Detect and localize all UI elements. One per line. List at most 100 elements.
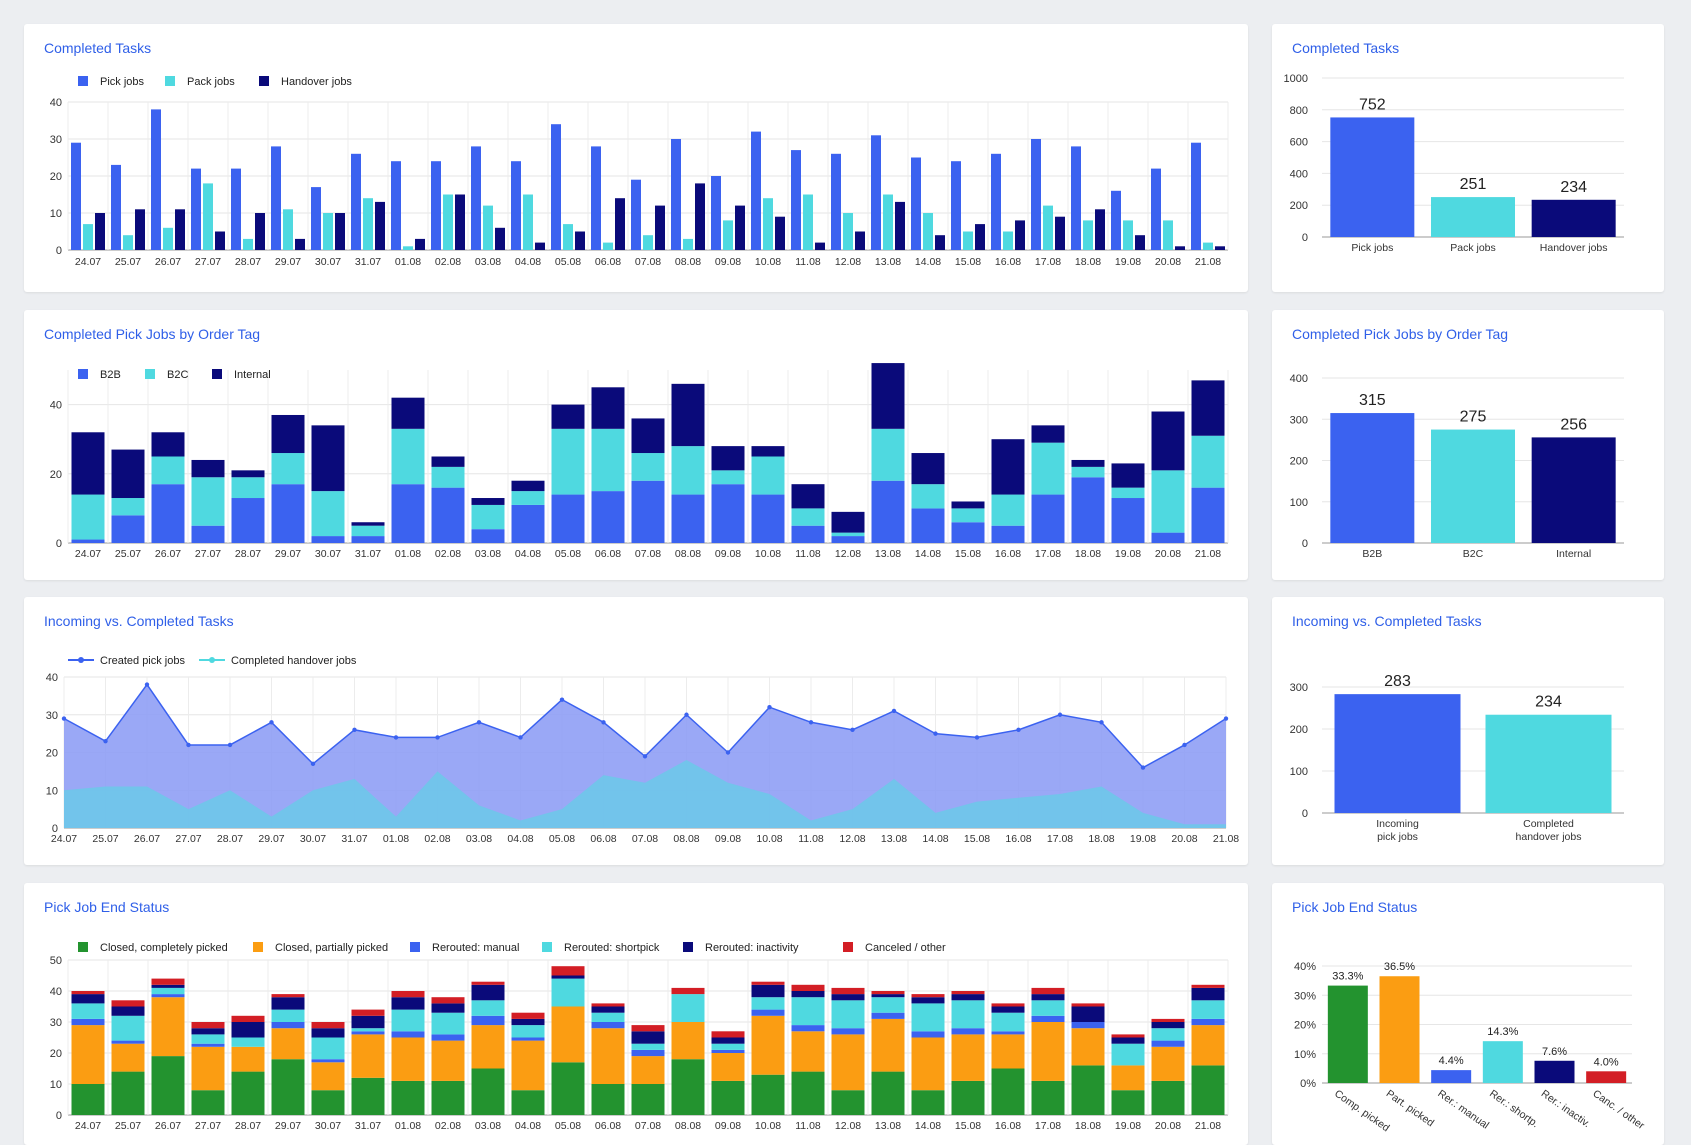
panel-title: Completed Pick Jobs by Order Tag — [44, 326, 261, 342]
y-tick-label: 400 — [1290, 373, 1308, 385]
data-point — [933, 731, 938, 736]
bar-segment — [631, 453, 665, 481]
x-tick-label: 08.08 — [675, 1120, 701, 1132]
x-tick-label: 21.08 — [1195, 256, 1221, 268]
bar-segment — [71, 1018, 105, 1026]
bar-segment — [471, 504, 505, 530]
x-tick-label: 07.08 — [635, 548, 661, 560]
bar-segment — [471, 498, 505, 505]
legend-label: Rerouted: shortpick — [564, 942, 660, 954]
x-tick-label: 06.08 — [595, 256, 621, 268]
bar — [255, 213, 265, 250]
bar — [495, 227, 505, 250]
bar-segment — [1031, 1000, 1065, 1016]
x-tick-label: 10.08 — [755, 256, 781, 268]
bar-segment — [1111, 487, 1145, 499]
x-tick-label: 16.08 — [995, 1120, 1021, 1132]
data-label: 251 — [1460, 176, 1487, 193]
bar-segment — [191, 459, 225, 478]
x-tick-label: Pick jobs — [1351, 242, 1393, 254]
legend-label: Handover jobs — [281, 76, 352, 88]
y-tick-label: 100 — [1290, 766, 1308, 778]
panel-title: Incoming vs. Completed Tasks — [1292, 613, 1482, 629]
bar-segment — [591, 491, 625, 543]
bar-segment — [591, 1022, 625, 1029]
y-tick-label: 10 — [46, 785, 58, 797]
bar-segment — [711, 1043, 745, 1050]
y-tick-label: 0 — [56, 538, 62, 550]
bar — [323, 213, 333, 250]
legend-label: Rerouted: manual — [432, 942, 519, 954]
x-tick-label: 30.07 — [315, 548, 341, 560]
x-tick-label: 28.07 — [235, 256, 261, 268]
x-tick-label: Internal — [1556, 548, 1591, 560]
legend-label: Pick jobs — [100, 76, 145, 88]
bar-segment — [151, 987, 185, 995]
x-tick-label: 02.08 — [435, 1120, 461, 1132]
bar-segment — [351, 1015, 385, 1029]
bar-segment — [991, 1068, 1025, 1115]
x-tick-label: 21.08 — [1195, 548, 1221, 560]
x-tick-label: 04.08 — [507, 833, 533, 845]
bar-segment — [911, 994, 945, 998]
x-tick-label: 15.08 — [955, 1120, 981, 1132]
x-tick-label: 25.07 — [115, 1120, 141, 1132]
x-tick-label: 18.08 — [1088, 833, 1114, 845]
bar-segment — [631, 480, 665, 543]
bar-segment — [231, 498, 265, 543]
bar — [1083, 220, 1093, 250]
data-point — [684, 712, 689, 717]
bar — [163, 227, 173, 250]
y-tick-label: 300 — [1290, 414, 1308, 426]
bar-segment — [271, 484, 305, 543]
bar-segment — [231, 1046, 265, 1072]
data-point — [642, 754, 648, 759]
bar-segment — [191, 477, 225, 526]
bar-segment — [1191, 1018, 1225, 1026]
bar-segment — [871, 991, 905, 995]
bar-segment — [951, 508, 985, 523]
bar-segment — [471, 1015, 505, 1026]
data-point — [601, 720, 606, 725]
x-tick-label: 16.08 — [995, 256, 1021, 268]
bar — [803, 194, 813, 250]
bar-segment — [911, 508, 945, 543]
data-point — [103, 738, 108, 744]
bar — [95, 213, 105, 250]
bar-segment — [511, 504, 545, 543]
bar — [723, 220, 733, 250]
x-tick-label: 14.08 — [915, 1120, 941, 1132]
bar-segment — [1031, 994, 1065, 1001]
x-tick-label: 16.08 — [995, 548, 1021, 560]
bar-segment — [111, 1006, 145, 1016]
bar — [523, 194, 533, 250]
bar — [923, 213, 933, 250]
bar-segment — [471, 984, 505, 1001]
data-point — [1099, 720, 1104, 725]
data-point — [186, 742, 191, 748]
y-tick-label: 400 — [1290, 168, 1308, 180]
bar-segment — [751, 1009, 785, 1016]
bar-segment — [391, 397, 425, 429]
y-tick-label: 0 — [56, 245, 62, 257]
bar — [711, 176, 721, 250]
y-tick-label: 40 — [50, 97, 62, 109]
bar-segment — [871, 1018, 905, 1072]
bar — [591, 146, 601, 250]
bar-segment — [231, 1037, 265, 1047]
bar-segment — [1031, 1080, 1065, 1115]
x-tick-label: 07.08 — [635, 1120, 661, 1132]
bar-segment — [191, 1034, 225, 1044]
bar-segment — [351, 536, 385, 543]
data-label: 234 — [1535, 694, 1562, 711]
bar — [735, 205, 745, 250]
bar — [1071, 146, 1081, 250]
bar-segment — [991, 525, 1025, 543]
x-tick-label: 12.08 — [839, 833, 865, 845]
bar-segment — [671, 494, 705, 543]
x-tick-label: 26.07 — [155, 1120, 181, 1132]
bar-segment — [71, 494, 105, 540]
bar-segment — [791, 997, 825, 1026]
bar-segment — [991, 1012, 1025, 1032]
